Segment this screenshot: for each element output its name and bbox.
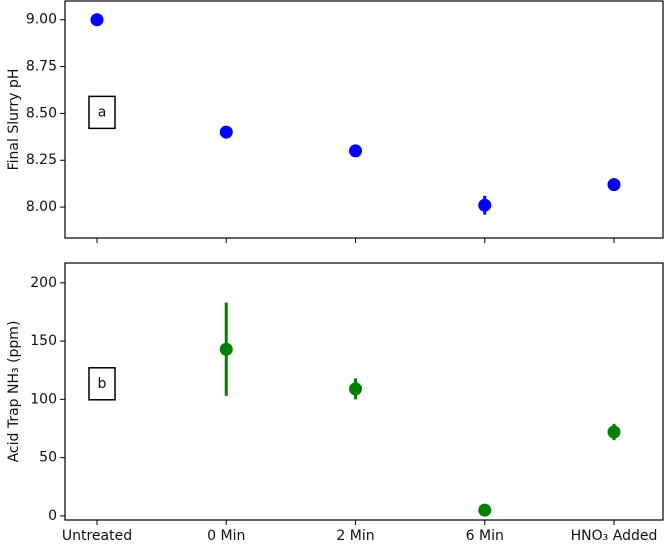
x-tick-label: 6 Min [466,528,504,544]
annotation-box [88,367,116,401]
y-tick-label: 150 [30,333,57,349]
plot-frame [64,262,664,521]
x-tick-label: 0 Min [207,528,245,544]
x-tick-label: HNO₃ Added [571,528,658,544]
point [478,503,492,517]
y-tick-label: 8.00 [26,199,57,215]
y-tick-label: 8.50 [26,105,57,121]
point [219,342,233,356]
y-axis-label: Acid Trap NH₃ (ppm) [6,321,22,463]
x-tick-label: 2 Min [336,528,374,544]
annotation: a [98,104,107,120]
plot-frame [64,0,664,239]
y-tick-label: 0 [48,508,57,524]
y-tick-label: 100 [30,391,57,407]
point [349,382,362,396]
annotation-box [88,95,116,130]
point [349,144,362,158]
point [90,13,104,27]
y-tick-label: 8.25 [26,152,57,168]
y-tick-label: 9.00 [26,12,57,28]
y-tick-label: 200 [30,275,57,291]
point [478,198,492,212]
y-tick-label: 8.75 [26,59,57,75]
point [219,125,233,139]
point [607,178,621,192]
y-tick-label: 50 [39,450,57,466]
annotation: b [98,376,107,392]
x-tick-label: Untreated [62,528,132,544]
y-axis-label: Final Slurry pH [6,69,22,171]
point [607,425,621,439]
